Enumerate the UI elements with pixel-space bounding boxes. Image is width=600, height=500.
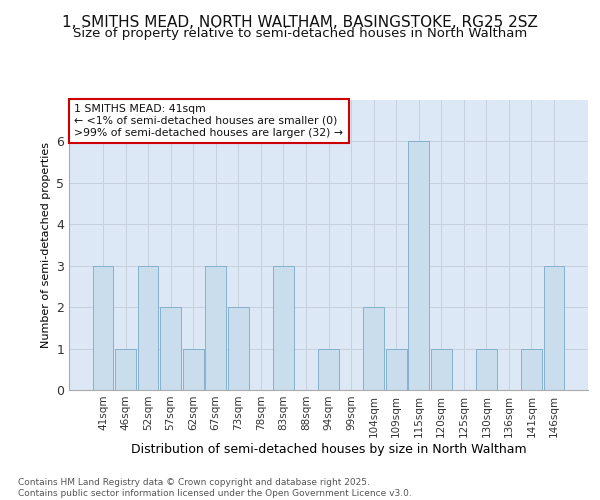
- Bar: [431, 348, 452, 390]
- X-axis label: Distribution of semi-detached houses by size in North Waltham: Distribution of semi-detached houses by …: [131, 442, 526, 456]
- Bar: [363, 307, 384, 390]
- Bar: [160, 307, 181, 390]
- Bar: [409, 142, 429, 390]
- Bar: [137, 266, 158, 390]
- Y-axis label: Number of semi-detached properties: Number of semi-detached properties: [41, 142, 50, 348]
- Bar: [544, 266, 565, 390]
- Text: Size of property relative to semi-detached houses in North Waltham: Size of property relative to semi-detach…: [73, 28, 527, 40]
- Bar: [92, 266, 113, 390]
- Bar: [476, 348, 497, 390]
- Text: 1 SMITHS MEAD: 41sqm
← <1% of semi-detached houses are smaller (0)
>99% of semi-: 1 SMITHS MEAD: 41sqm ← <1% of semi-detac…: [74, 104, 343, 138]
- Bar: [205, 266, 226, 390]
- Bar: [521, 348, 542, 390]
- Text: Contains HM Land Registry data © Crown copyright and database right 2025.
Contai: Contains HM Land Registry data © Crown c…: [18, 478, 412, 498]
- Bar: [273, 266, 294, 390]
- Bar: [115, 348, 136, 390]
- Bar: [183, 348, 203, 390]
- Text: 1, SMITHS MEAD, NORTH WALTHAM, BASINGSTOKE, RG25 2SZ: 1, SMITHS MEAD, NORTH WALTHAM, BASINGSTO…: [62, 15, 538, 30]
- Bar: [318, 348, 339, 390]
- Bar: [228, 307, 248, 390]
- Bar: [386, 348, 407, 390]
